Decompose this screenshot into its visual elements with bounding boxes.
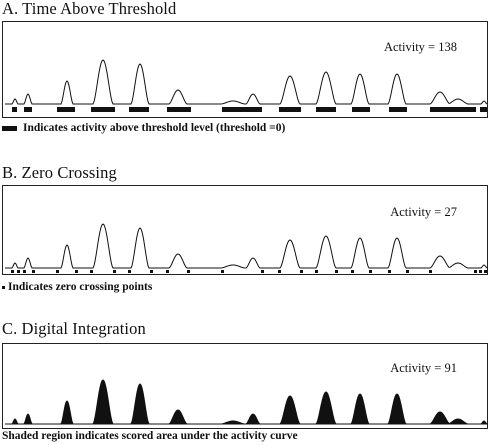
zero-crossing-point: [32, 270, 35, 273]
zero-crossing-point: [128, 270, 131, 273]
caption-text: Indicates activity above threshold level…: [23, 122, 286, 134]
section-b-title: B. Zero Crossing: [2, 163, 117, 182]
section-c-title: C. Digital Integration: [2, 319, 146, 338]
threshold-bar: [24, 107, 32, 112]
zero-crossing-point: [369, 270, 372, 273]
threshold-bar: [129, 107, 149, 112]
activity-curve-plot: [5, 59, 488, 112]
zero-crossing-point: [261, 270, 264, 273]
waveform-line: [5, 223, 488, 269]
zero-crossing-panel: Activity = 27: [2, 185, 488, 275]
threshold-bar: [430, 107, 476, 112]
zero-crossing-point: [11, 270, 14, 273]
activity-curve: [5, 59, 488, 105]
threshold-bar: [222, 107, 262, 112]
threshold-bar: [57, 107, 75, 112]
zero-crossing-point: [166, 270, 169, 273]
activity-curve-plot: [5, 379, 489, 425]
threshold-bar: [352, 107, 370, 112]
zero-crossing-point: [75, 270, 78, 273]
threshold-bar: [167, 107, 191, 112]
zero-crossing-point: [17, 270, 20, 273]
threshold-bar: [279, 107, 301, 112]
section-b-caption: Indicates zero crossing points: [2, 281, 152, 293]
activity-curve-plot: [5, 223, 488, 273]
zero-crossing-point: [187, 270, 190, 273]
zero-crossing-point: [113, 270, 116, 273]
black-dot-icon: [2, 285, 5, 289]
digital-integration-panel: Activity = 91: [2, 343, 489, 429]
zero-crossing-point: [484, 270, 487, 273]
zero-crossing-point: [278, 270, 281, 273]
zero-crossing-point: [388, 270, 391, 273]
zero-crossing-point: [479, 270, 482, 273]
caption-text: Indicates zero crossing points: [8, 281, 153, 293]
zero-crossing-point: [221, 270, 224, 273]
zero-crossing-point: [351, 270, 354, 273]
section-a-title: A. Time Above Threshold: [2, 0, 177, 18]
zero-crossing-point: [315, 270, 318, 273]
threshold-bar: [12, 107, 17, 112]
section-a-caption: Indicates activity above threshold level…: [2, 122, 285, 134]
section-c-caption: Shaded region indicates scored area unde…: [2, 430, 298, 442]
activity-curve-shaded: [5, 379, 489, 425]
threshold-bar: [316, 107, 336, 112]
black-bar-icon: [2, 125, 17, 131]
zero-crossing-point: [335, 270, 338, 273]
threshold-bar: [91, 107, 115, 112]
zero-crossing-point: [90, 270, 93, 273]
activity-score: Activity = 138: [383, 40, 457, 54]
zero-crossing-point: [474, 270, 477, 273]
shaded-area: [5, 379, 489, 425]
threshold-bar: [389, 107, 407, 112]
caption-text: Shaded region indicates scored area unde…: [2, 430, 298, 442]
threshold-bars: [12, 107, 487, 112]
zero-crossing-point: [150, 270, 153, 273]
activity-score: Activity = 91: [390, 361, 457, 375]
activity-curve: [5, 223, 488, 269]
time-above-threshold-panel: Activity = 138: [2, 21, 488, 118]
zero-crossing-point: [429, 270, 432, 273]
zero-crossing-point: [56, 270, 59, 273]
zero-crossing-point: [300, 270, 303, 273]
zero-crossing-points: [11, 270, 487, 273]
zero-crossing-point: [406, 270, 409, 273]
waveform-line: [5, 59, 488, 105]
zero-crossing-point: [23, 270, 26, 273]
activity-score: Activity = 27: [390, 205, 457, 219]
threshold-bar: [480, 107, 487, 112]
